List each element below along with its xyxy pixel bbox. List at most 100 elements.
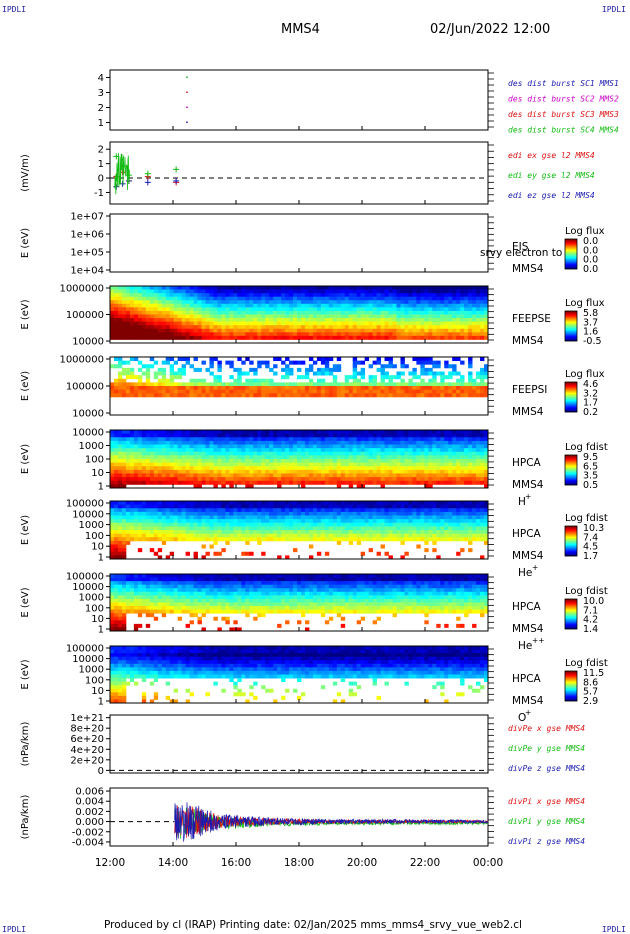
heatmap-cell xyxy=(289,508,294,513)
heatmap-cell xyxy=(125,473,131,478)
heatmap-cell xyxy=(229,335,234,340)
heatmap-cell xyxy=(273,508,278,513)
heatmap-cell xyxy=(348,511,354,516)
heatmap-cell xyxy=(452,286,457,290)
heatmap-cell xyxy=(356,318,362,323)
heatmap-cell xyxy=(308,530,314,535)
heatmap-cell xyxy=(205,307,210,312)
heatmap-cell xyxy=(173,501,179,506)
heatmap-cell xyxy=(121,367,127,372)
heatmap-cell xyxy=(141,473,147,478)
heatmap-cell xyxy=(289,296,294,301)
heatmap-cell xyxy=(452,469,457,474)
heatmap-cell xyxy=(173,386,179,391)
heatmap-cell xyxy=(269,296,274,301)
heatmap-cell xyxy=(233,433,238,438)
heatmap-cell xyxy=(420,451,425,456)
heatmap-cell xyxy=(245,451,250,456)
heatmap-cell xyxy=(110,515,115,520)
colorbar-cell xyxy=(565,247,577,249)
heatmap-cell xyxy=(436,511,441,516)
heatmap-cell xyxy=(161,321,167,326)
heatmap-cell xyxy=(460,430,465,435)
heatmap-cell xyxy=(392,386,397,391)
heatmap-cell xyxy=(336,459,342,464)
heatmap-cell xyxy=(110,325,115,330)
heatmap-cell xyxy=(328,293,334,298)
heatmap-cell xyxy=(145,433,151,438)
heatmap-cell xyxy=(257,440,262,445)
heatmap-cell xyxy=(364,307,370,312)
heatmap-cell xyxy=(412,300,417,305)
heatmap-cell xyxy=(376,300,381,305)
heatmap-cell xyxy=(297,386,302,391)
heatmap-cell xyxy=(484,296,489,301)
colorbar-frame xyxy=(564,454,578,486)
heatmap-cell xyxy=(400,469,405,474)
heatmap-cell xyxy=(129,433,135,438)
heatmap-cell xyxy=(372,515,377,520)
heatmap-cell xyxy=(392,477,397,482)
heatmap-cell xyxy=(308,335,314,340)
heatmap-cell xyxy=(300,318,306,323)
heatmap-cell xyxy=(261,300,266,305)
heatmap-cell xyxy=(249,386,254,391)
heatmap-cell xyxy=(161,466,167,471)
heatmap-cell xyxy=(440,522,445,527)
heatmap-cell xyxy=(348,289,354,294)
colorbar-tick: 0.0 xyxy=(583,255,598,266)
heatmap-cell xyxy=(408,430,413,435)
heatmap-cell xyxy=(161,303,167,308)
heatmap-cell xyxy=(332,437,338,442)
heatmap-cell xyxy=(129,451,135,456)
heatmap-cell xyxy=(396,321,401,326)
heatmap-cell xyxy=(352,530,358,535)
heatmap-cell xyxy=(137,501,143,506)
heatmap-cell xyxy=(436,455,441,460)
heatmap-cell xyxy=(265,389,270,394)
heatmap-cell xyxy=(129,530,135,535)
heatmap-cell xyxy=(468,469,473,474)
colorbar-cell xyxy=(565,408,577,410)
heatmap-cell xyxy=(352,522,358,527)
heatmap-cell xyxy=(356,501,362,506)
heatmap-cell xyxy=(404,480,409,485)
heatmap-cell xyxy=(336,318,342,323)
heatmap-cell xyxy=(273,440,278,445)
heatmap-cell xyxy=(392,332,397,337)
heatmap-cell xyxy=(273,310,278,315)
heatmap-cell xyxy=(308,382,314,387)
heatmap-cell xyxy=(297,314,302,319)
heatmap-cell xyxy=(133,448,139,453)
heatmap-cell xyxy=(241,328,246,333)
heatmap-cell xyxy=(400,286,405,290)
heatmap-cell xyxy=(400,325,405,330)
heatmap-cell xyxy=(412,303,417,308)
heatmap-cell xyxy=(149,526,155,531)
heatmap-cell xyxy=(388,437,393,442)
heatmap-cell xyxy=(332,511,338,516)
heatmap-cell xyxy=(197,462,202,467)
heatmap-cell xyxy=(145,386,151,391)
heatmap-cell xyxy=(456,515,461,520)
heatmap-cell xyxy=(436,371,441,376)
heatmap-cell xyxy=(408,310,413,315)
heatmap-cell xyxy=(237,469,242,474)
colorbar-cell xyxy=(565,407,577,409)
heatmap-cell xyxy=(165,325,171,330)
heatmap-cell xyxy=(237,477,242,482)
heatmap-cell xyxy=(452,318,457,323)
colorbar-tick: 0.5 xyxy=(583,480,598,491)
heatmap-cell xyxy=(340,393,346,398)
heatmap-cell xyxy=(221,459,226,464)
heatmap-cell xyxy=(141,501,147,506)
heatmap-cell xyxy=(384,310,389,315)
heatmap-cell xyxy=(388,533,393,538)
heatmap-cell xyxy=(197,318,202,323)
heatmap-cell xyxy=(464,328,469,333)
heatmap-cell xyxy=(237,382,242,387)
heatmap-cell xyxy=(420,466,425,471)
heatmap-cell xyxy=(297,328,302,333)
heatmap-cell xyxy=(384,328,389,333)
heatmap-cell xyxy=(436,451,441,456)
